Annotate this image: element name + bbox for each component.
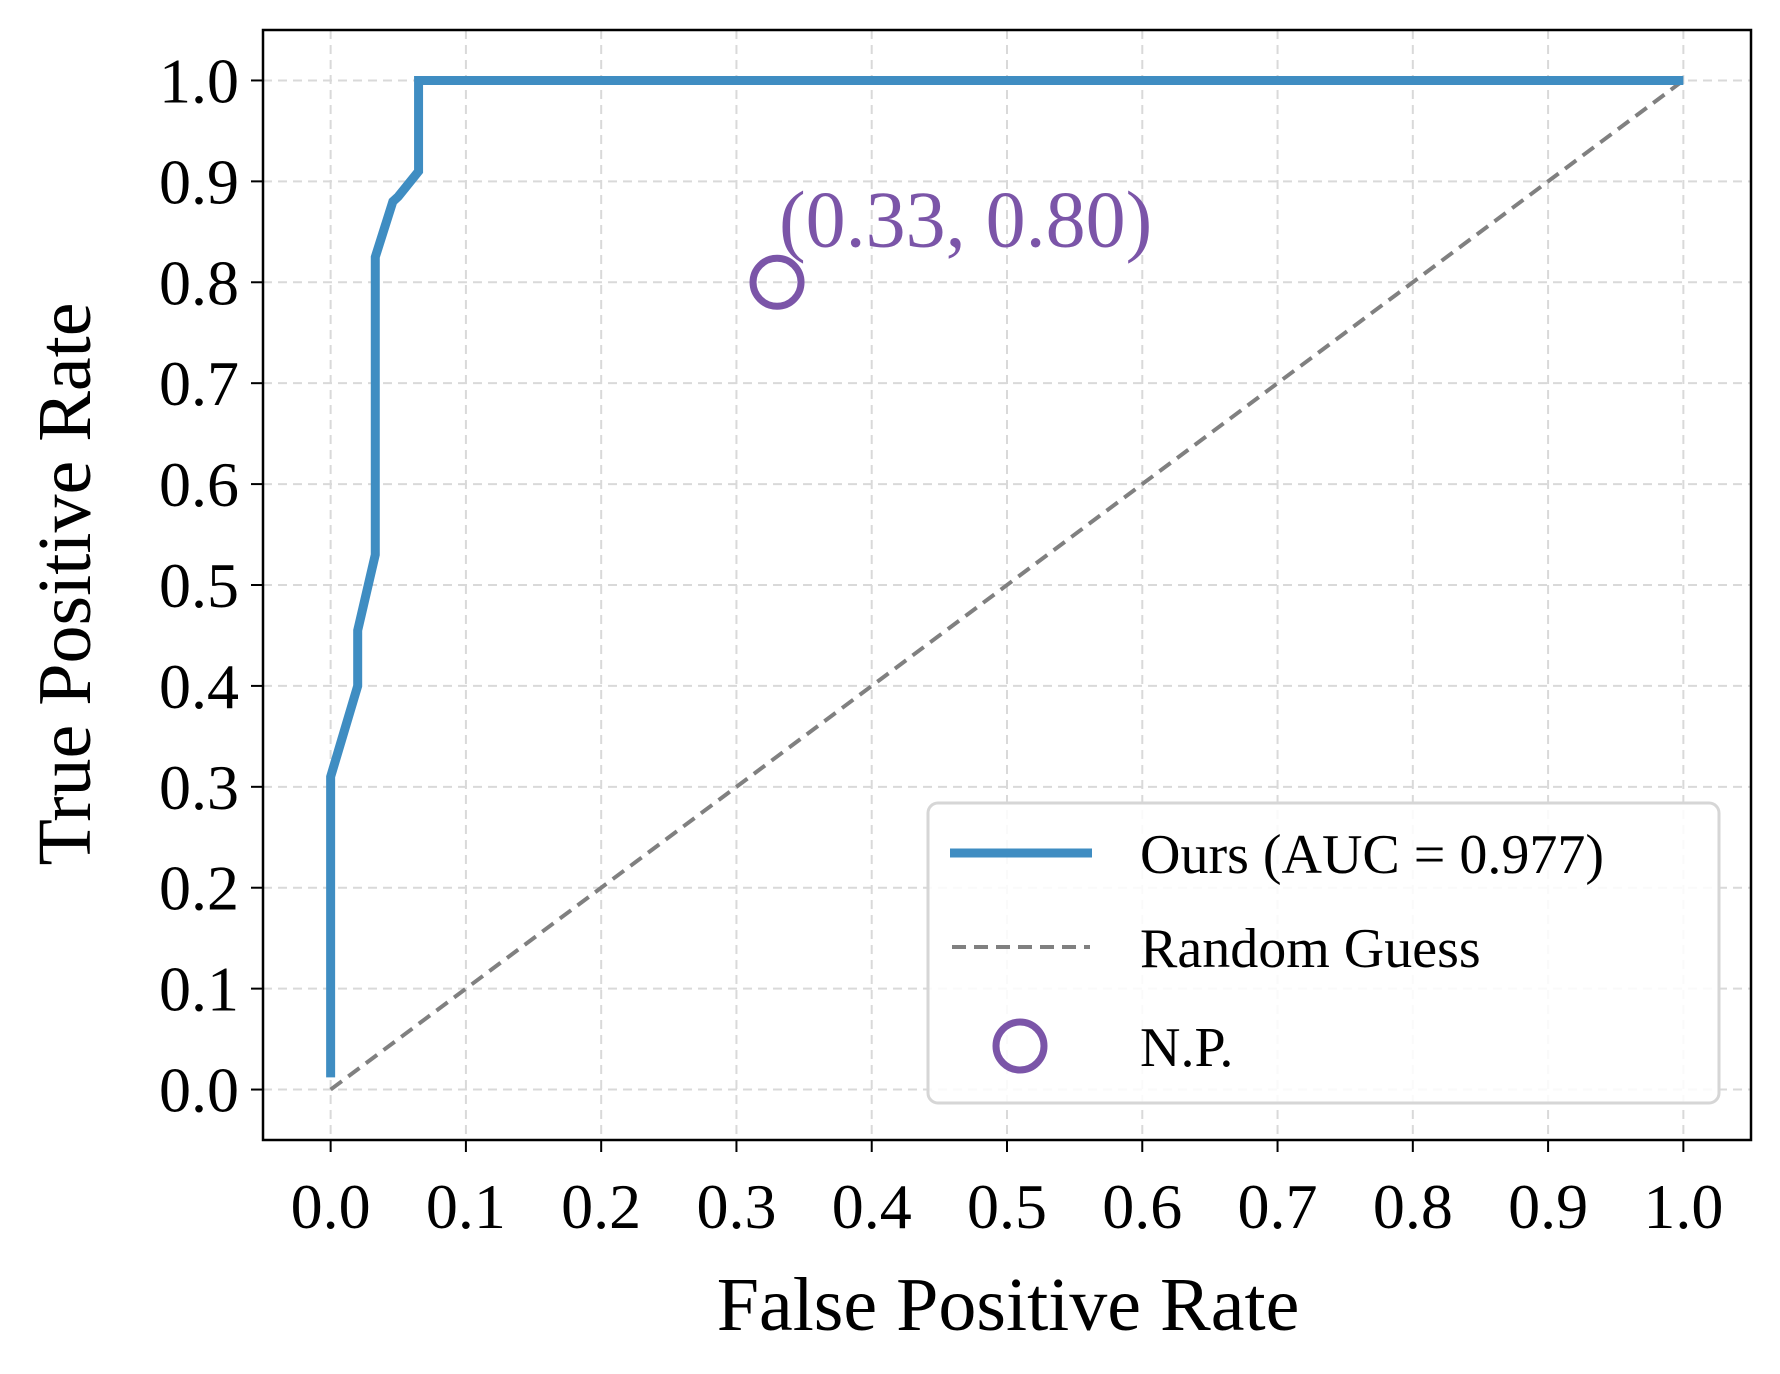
plot-series: [326, 75, 1685, 1092]
np-point-annotation: (0.33, 0.80): [779, 176, 1152, 264]
legend: Ours (AUC = 0.977) Random Guess N.P.: [926, 801, 1721, 1105]
x-tick-label: 0.9: [1508, 1171, 1588, 1242]
y-tick-labels: 0.0 0.1 0.2 0.3 0.4 0.5 0.6 0.7 0.8 0.9 1.0: [159, 45, 239, 1125]
x-tick-label: 0.2: [561, 1171, 641, 1242]
x-tick-label: 0.0: [291, 1171, 371, 1242]
plot-frame: [261, 28, 1753, 1142]
y-tick-label: 0.5: [159, 550, 239, 621]
x-tick-label: 0.8: [1373, 1171, 1453, 1242]
x-tick-label: 0.6: [1102, 1171, 1182, 1242]
legend-box: [926, 801, 1721, 1105]
axis-ticks: [251, 79, 1685, 1152]
x-tick-labels: 0.0 0.1 0.2 0.3 0.4 0.5 0.6 0.7 0.8 0.9 1.0: [291, 1171, 1724, 1242]
x-tick-label: 0.7: [1238, 1171, 1318, 1242]
y-tick-label: 0.9: [159, 146, 239, 217]
x-tick-label: 0.1: [426, 1171, 506, 1242]
y-tick-label: 0.3: [159, 752, 239, 823]
x-tick-label: 0.4: [832, 1171, 912, 1242]
x-axis-title: False Positive Rate: [717, 1263, 1300, 1347]
y-tick-label: 0.6: [159, 449, 239, 520]
y-tick-label: 0.8: [159, 247, 239, 318]
x-tick-label: 0.3: [696, 1171, 776, 1242]
legend-random-guess-label: Random Guess: [1140, 918, 1481, 980]
y-tick-label: 1.0: [159, 45, 239, 116]
ours-roc-curve: [326, 75, 1684, 1078]
legend-np-label: N.P.: [1140, 1017, 1233, 1079]
y-tick-label: 0.7: [159, 348, 239, 419]
y-axis-title: True Positive Rate: [23, 303, 107, 866]
y-tick-label: 0.0: [159, 1055, 239, 1126]
y-tick-label: 0.4: [159, 651, 239, 722]
y-tick-label: 0.1: [159, 954, 239, 1025]
legend-np-marker: [992, 1018, 1048, 1074]
y-tick-label: 0.2: [159, 853, 239, 924]
x-tick-label: 1.0: [1643, 1171, 1723, 1242]
random-guess-line: [329, 78, 1685, 1092]
np-point-marker: [749, 254, 805, 310]
x-tick-label: 0.5: [967, 1171, 1047, 1242]
legend-ours-label: Ours (AUC = 0.977): [1140, 824, 1604, 886]
